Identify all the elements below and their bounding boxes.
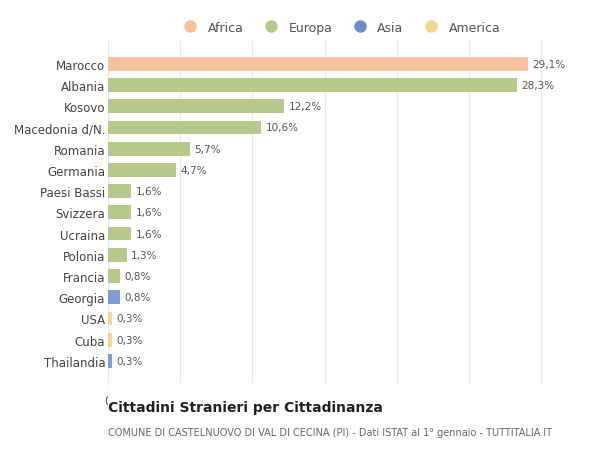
Text: 5,7%: 5,7% bbox=[194, 144, 221, 154]
Text: 1,6%: 1,6% bbox=[136, 208, 162, 218]
Bar bbox=[108, 227, 131, 241]
Text: 0,3%: 0,3% bbox=[116, 335, 143, 345]
Bar bbox=[108, 333, 112, 347]
Text: 1,3%: 1,3% bbox=[131, 250, 158, 260]
Bar bbox=[108, 269, 119, 283]
Text: 10,6%: 10,6% bbox=[265, 123, 298, 133]
Text: 1,6%: 1,6% bbox=[136, 187, 162, 196]
Text: 1,6%: 1,6% bbox=[136, 229, 162, 239]
Bar bbox=[108, 248, 127, 262]
Bar bbox=[108, 185, 131, 199]
Bar bbox=[108, 291, 119, 304]
Legend: Africa, Europa, Asia, America: Africa, Europa, Asia, America bbox=[178, 22, 500, 34]
Bar bbox=[108, 142, 190, 156]
Text: 0,8%: 0,8% bbox=[124, 292, 150, 302]
Text: Cittadini Stranieri per Cittadinanza: Cittadini Stranieri per Cittadinanza bbox=[108, 400, 383, 414]
Text: 0,3%: 0,3% bbox=[116, 314, 143, 324]
Text: 0,8%: 0,8% bbox=[124, 271, 150, 281]
Bar bbox=[108, 79, 517, 93]
Bar bbox=[108, 58, 528, 72]
Text: 4,7%: 4,7% bbox=[180, 166, 206, 175]
Text: 28,3%: 28,3% bbox=[521, 81, 554, 91]
Bar bbox=[108, 163, 176, 177]
Text: 12,2%: 12,2% bbox=[289, 102, 322, 112]
Bar bbox=[108, 354, 112, 368]
Text: 29,1%: 29,1% bbox=[532, 60, 566, 70]
Bar bbox=[108, 100, 284, 114]
Bar bbox=[108, 312, 112, 325]
Text: 0,3%: 0,3% bbox=[116, 356, 143, 366]
Bar bbox=[108, 206, 131, 220]
Bar bbox=[108, 121, 261, 135]
Text: COMUNE DI CASTELNUOVO DI VAL DI CECINA (PI) - Dati ISTAT al 1° gennaio - TUTTITA: COMUNE DI CASTELNUOVO DI VAL DI CECINA (… bbox=[108, 426, 552, 437]
